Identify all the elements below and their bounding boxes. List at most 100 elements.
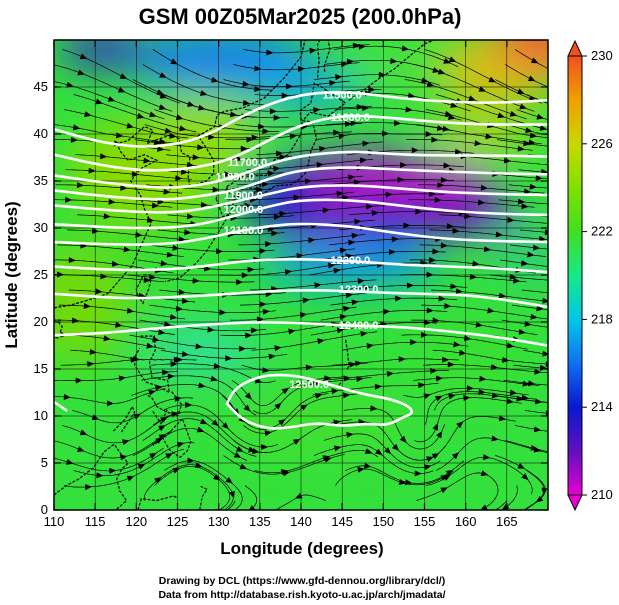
contour-label-11500: 11500.0 [323,90,362,102]
wind-arrow [339,247,348,254]
wind-arrow [517,462,525,469]
colorbar-under-arrow [567,494,583,512]
wind-arrow [181,297,190,304]
wind-arrow [91,414,100,421]
wind-arrow [487,307,495,314]
wind-arrow [196,426,205,433]
wind-arrow [459,349,467,356]
y-tick-label: 20 [34,314,48,329]
wind-arrow [63,393,71,400]
wind-arrow [551,221,558,227]
wind-arrow [410,339,418,346]
wind-arrow [495,231,503,238]
wind-arrow [186,213,195,220]
streamline [154,109,280,132]
wind-arrow [329,79,337,86]
wind-arrow [210,375,218,382]
wind-arrow [103,213,111,220]
wind-arrow [475,321,483,328]
streamline [58,304,186,320]
wind-arrow [521,203,529,210]
streamline [143,464,234,509]
wind-arrow [79,53,88,60]
wind-arrow [225,476,233,484]
wind-arrow [393,120,402,127]
wind-arrow [282,470,291,477]
wind-arrow [70,136,78,143]
wind-arrow [289,133,297,140]
wind-arrow [236,156,244,163]
streamline [518,169,548,173]
taiwan-coast [135,274,153,305]
y-tick-label: 45 [34,79,48,94]
wind-arrow [175,114,184,121]
wind-arrow [108,198,116,205]
ryukyu-islands [165,210,232,283]
streamline [233,62,360,71]
wind-arrow [548,290,555,296]
wind-arrow [236,279,244,286]
wind-arrow [126,122,134,129]
mariana-islands [344,339,350,364]
contour-line-11800 [54,166,548,201]
wind-arrow [318,145,327,152]
wind-arrow [440,487,448,494]
wind-arrow [456,421,464,429]
wind-arrow [443,57,451,64]
wind-arrow [343,375,351,382]
colorbar-tick-label: 226 [591,136,613,151]
sulawesi-coast [137,495,178,510]
contour-label-12200: 12200.0 [331,255,371,267]
streamline [63,109,189,139]
hokkaido-coast [299,82,347,121]
wind-arrow [172,467,181,474]
wind-arrow [126,475,135,482]
wind-arrow [499,292,507,299]
wind-arrow [135,231,143,238]
wind-arrow [480,470,489,477]
credit-data: Data from http://database.rish.kyoto-u.a… [158,589,445,601]
wind-arrow [119,454,128,461]
wind-arrow [450,102,458,108]
wind-arrow [211,76,219,83]
y-tick-label: 30 [34,220,48,235]
wind-arrow [407,92,416,99]
streamline [132,427,248,461]
wind-arrow [288,328,296,335]
wind-arrow [248,446,256,453]
wind-arrow [297,66,305,72]
wind-arrow [445,469,454,477]
wind-arrow [485,133,493,140]
wind-arrow [391,236,399,243]
wind-arrow [169,132,177,139]
wind-arrow [151,202,160,209]
wind-arrow [453,341,461,348]
wind-arrow [455,288,463,295]
wind-arrow [538,235,547,242]
streamline [77,214,204,225]
wind-arrow [351,299,359,306]
wind-arrow [187,457,195,464]
wind-arrow [418,382,426,389]
wind-arrow [269,108,277,115]
wind-arrow [431,452,440,460]
wind-arrow [111,260,120,267]
streamline [238,234,365,246]
luzon-coast [134,335,171,394]
wind-arrow [158,434,167,441]
wind-arrow [87,361,95,368]
streamline [335,468,454,486]
streamline [144,124,271,139]
y-tick-label: 35 [34,173,48,188]
wind-arrow [360,330,368,337]
halmahera-coast [199,485,208,510]
wind-arrow [443,474,451,481]
wind-arrow [133,413,141,420]
wind-arrow [132,355,140,362]
streamline [65,169,193,180]
colorbar-ticks: 210 214 218 222 226 230 [582,48,613,502]
streamline [495,500,508,510]
wind-arrow [333,129,341,136]
wind-arrow [314,282,322,289]
wind-arrow [162,369,170,376]
